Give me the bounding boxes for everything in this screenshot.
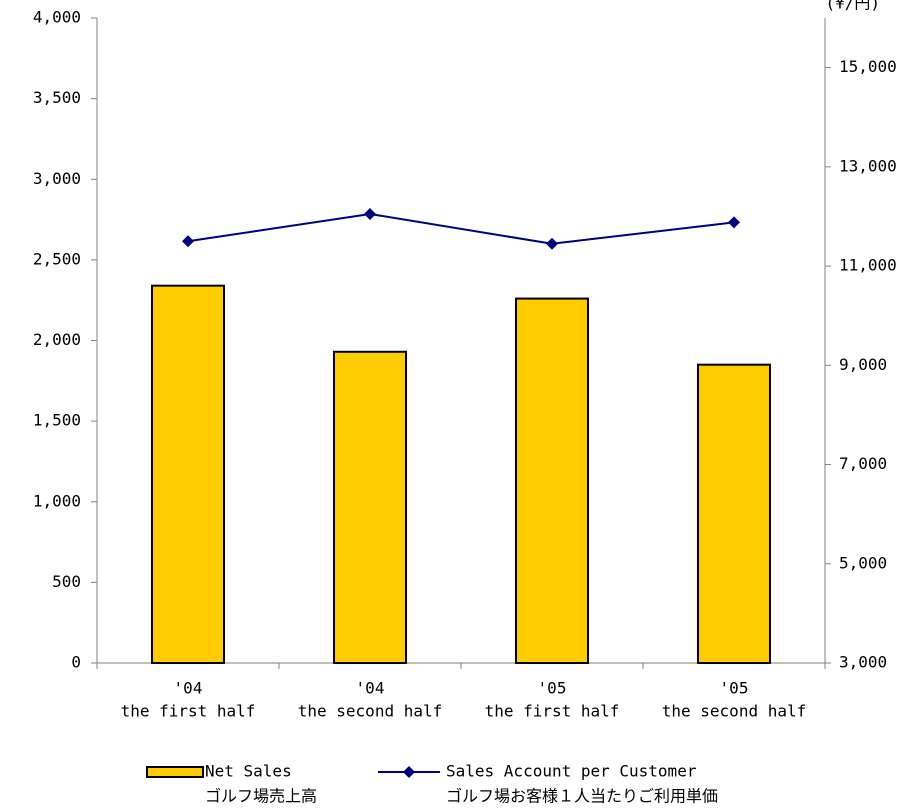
y2-tick-label: 11,000 bbox=[839, 256, 897, 275]
x-tick-label: '05 bbox=[538, 679, 567, 698]
x-tick-label: the first half bbox=[121, 702, 256, 721]
x-tick-label: '04 bbox=[356, 679, 385, 698]
y2-tick-label: 13,000 bbox=[839, 156, 897, 175]
bar bbox=[151, 284, 225, 664]
y-tick-label: 3,500 bbox=[33, 88, 81, 107]
legend-label: Sales Account per Customer bbox=[446, 762, 697, 781]
y-tick-label: 1,500 bbox=[33, 411, 81, 430]
y2-tick-label: 7,000 bbox=[839, 454, 887, 473]
legend-label: ゴルフ場お客様１人当たりご利用単価 bbox=[446, 787, 718, 806]
y2-tick-label: 9,000 bbox=[839, 355, 887, 374]
x-tick-label: the second half bbox=[298, 702, 443, 721]
y-tick-label: 2,000 bbox=[33, 330, 81, 349]
x-tick-label: the second half bbox=[662, 702, 807, 721]
y-tick-label: 1,000 bbox=[33, 491, 81, 510]
y2-unit: (¥/円) bbox=[825, 0, 880, 13]
legend-label: Net Sales bbox=[205, 762, 292, 781]
y-tick-label: 500 bbox=[52, 572, 81, 591]
y2-tick-label: 5,000 bbox=[839, 553, 887, 572]
y2-tick-label: 3,000 bbox=[839, 653, 887, 672]
line bbox=[187, 212, 735, 245]
line-marker bbox=[364, 207, 376, 220]
bar bbox=[333, 350, 407, 664]
legend-label: ゴルフ場売上高 bbox=[205, 787, 317, 806]
y-tick-label: 2,500 bbox=[33, 249, 81, 268]
x-tick-label: '04 bbox=[174, 679, 203, 698]
bar bbox=[515, 297, 589, 664]
x-tick-label: the first half bbox=[485, 702, 620, 721]
y-tick-label: 4,000 bbox=[33, 8, 81, 27]
x-tick-label: '05 bbox=[720, 679, 749, 698]
line-marker bbox=[182, 235, 194, 248]
y2-tick-label: 15,000 bbox=[839, 57, 897, 76]
legend-swatch bbox=[146, 766, 204, 778]
bar bbox=[697, 363, 771, 664]
line-marker bbox=[546, 237, 558, 250]
y-tick-label: 0 bbox=[71, 653, 81, 672]
line-marker bbox=[728, 216, 740, 229]
y-tick-label: 3,000 bbox=[33, 169, 81, 188]
legend-swatch bbox=[403, 766, 415, 778]
